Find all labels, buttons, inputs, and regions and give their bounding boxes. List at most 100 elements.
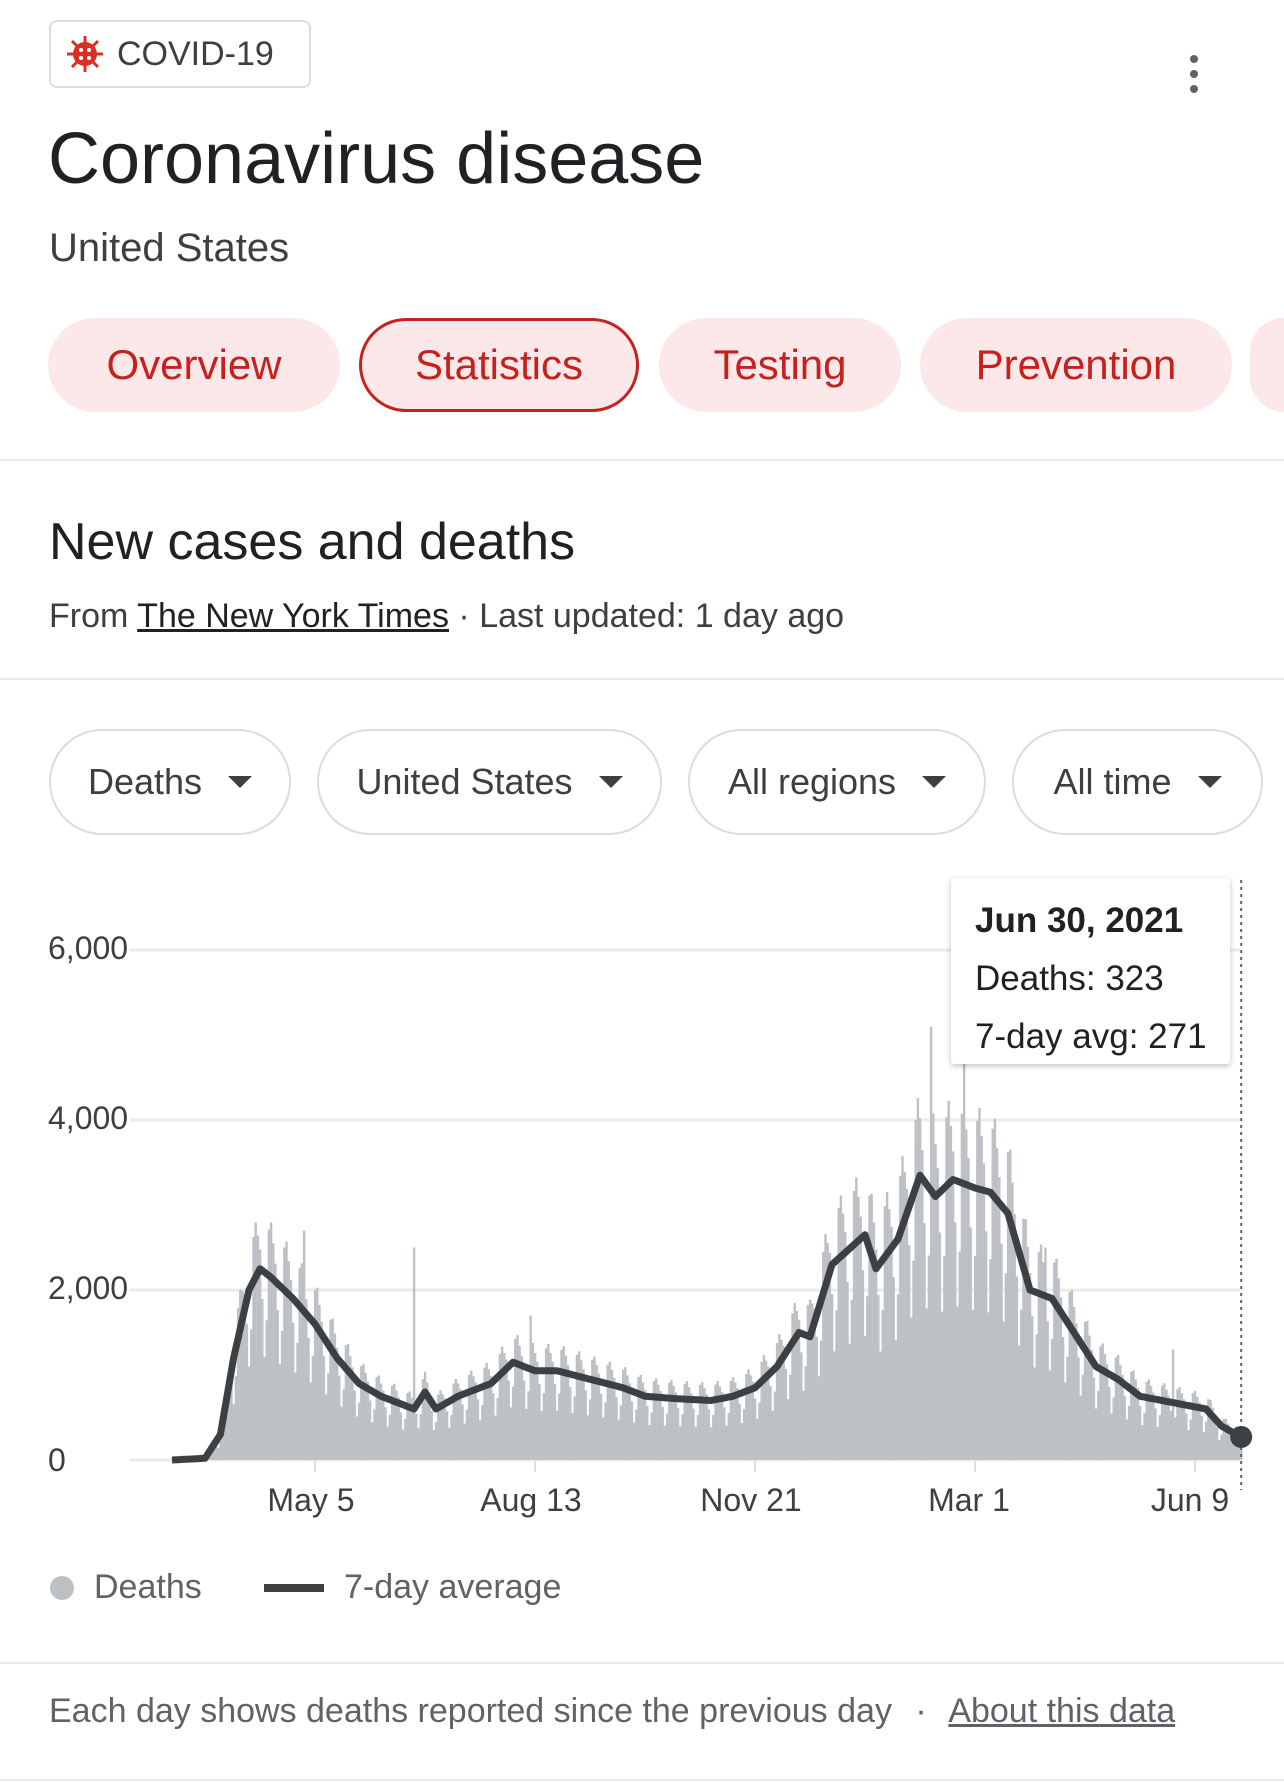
death-bar [982,1163,986,1460]
death-bar [1050,1338,1054,1460]
death-bar [1017,1345,1021,1460]
death-bar [584,1390,587,1460]
death-bar [296,1342,299,1460]
death-bar [417,1428,420,1460]
death-bar [335,1347,339,1460]
death-bar [720,1392,724,1460]
covid-chip[interactable]: COVID-19 [49,20,311,88]
death-bar [536,1361,539,1460]
death-bar [643,1389,647,1460]
death-bar [1158,1415,1162,1460]
death-bar [549,1352,552,1460]
region-dropdown[interactable]: All regions [688,729,986,835]
death-bar [760,1361,763,1460]
death-bar [1119,1365,1122,1460]
death-bar [1090,1349,1093,1460]
tab-overview[interactable]: Overview [48,318,340,412]
death-bar [542,1393,546,1460]
death-bar [967,1157,970,1460]
death-bar [432,1430,436,1460]
death-bar [965,1129,968,1460]
death-bar [527,1391,530,1460]
death-bar [410,1397,414,1460]
death-bar [916,1098,920,1460]
death-bar [553,1384,557,1460]
death-bar [1002,1321,1005,1460]
death-bar [1207,1399,1210,1460]
death-bar [657,1384,660,1460]
tooltip-avg: 7-day avg: 271 [975,1017,1207,1056]
death-bar [386,1426,389,1460]
death-bar [474,1382,477,1460]
death-bar [564,1355,568,1460]
death-bar [742,1409,746,1460]
death-bar [1026,1246,1030,1460]
seven-day-average-line [170,1171,1243,1464]
about-data-link[interactable]: About this data [948,1692,1176,1730]
death-bar [681,1414,684,1460]
death-bar [945,1117,948,1460]
tab-testing[interactable]: Testing [659,318,901,412]
death-bar [313,1290,317,1460]
death-bar [252,1236,255,1460]
death-bar [892,1277,895,1460]
time-range-dropdown[interactable]: All time [1012,729,1263,835]
deaths-chart[interactable] [0,870,1284,1490]
death-bar [637,1377,640,1460]
death-bar [465,1409,469,1460]
death-bar [247,1366,251,1460]
page-title: Coronavirus disease [48,119,705,199]
death-bar [815,1336,818,1460]
death-bar [1055,1258,1058,1460]
death-bar [276,1310,279,1460]
death-bar [846,1282,849,1460]
death-bar [529,1315,532,1460]
death-bar [861,1270,865,1460]
death-bar [1009,1149,1012,1460]
death-bar [674,1392,678,1460]
death-bar [571,1413,574,1460]
death-bar [850,1299,854,1460]
tab-statistics[interactable]: Statistics [359,318,639,412]
death-bar [608,1361,612,1460]
death-bar [925,1308,928,1460]
death-bar [558,1393,561,1460]
country-dropdown[interactable]: United States [317,729,662,835]
death-bar [782,1345,785,1460]
last-updated: · Last updated: 1 day ago [458,597,845,635]
death-bar [969,1227,972,1460]
death-bar [714,1384,717,1460]
death-bar [1127,1405,1131,1460]
death-bar [307,1337,310,1460]
death-bar [492,1393,495,1460]
death-bar [804,1366,807,1460]
death-bar [954,1222,957,1460]
footer-separator: · [915,1692,927,1730]
death-bar [1143,1412,1146,1460]
tab-prevention[interactable]: Prevention [920,318,1232,412]
death-bar [522,1380,526,1460]
death-bar [824,1234,827,1460]
death-bar [621,1369,625,1460]
death-bar [228,1375,231,1460]
death-bar [1211,1407,1214,1460]
death-bar [1202,1431,1206,1460]
death-bar [1165,1389,1168,1460]
source-link[interactable]: The New York Times [137,597,449,635]
death-bar [786,1399,790,1460]
death-bar [984,1231,988,1460]
death-bar [291,1322,295,1460]
death-bar [894,1340,898,1460]
death-bar [811,1303,814,1460]
death-bar [929,1026,933,1460]
death-bar [294,1372,297,1460]
death-bar [547,1343,550,1460]
tab-more[interactable] [1250,318,1284,412]
death-bar [874,1249,878,1460]
death-bar [329,1319,332,1460]
metric-dropdown[interactable]: Deaths [49,729,291,835]
death-bar [225,1383,229,1460]
death-bar [863,1336,867,1460]
death-bar [740,1423,744,1460]
more-vert-icon[interactable] [1182,54,1206,94]
